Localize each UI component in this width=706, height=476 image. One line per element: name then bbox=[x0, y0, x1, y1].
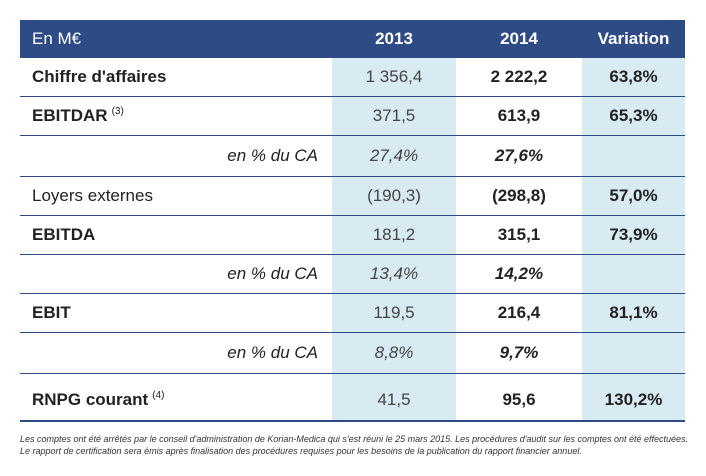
row-divider bbox=[20, 176, 685, 177]
row-divider bbox=[20, 254, 685, 255]
value-2014: 315,1 bbox=[497, 225, 541, 244]
value-2013: 119,5 bbox=[332, 294, 456, 332]
header-unit-label: En M€ bbox=[32, 29, 82, 48]
row-label: EBIT bbox=[32, 303, 71, 322]
row-label: EBITDA bbox=[32, 225, 96, 244]
row-divider bbox=[20, 96, 685, 97]
row-label: en % du CA bbox=[227, 146, 318, 165]
value-2014: 613,9 bbox=[497, 106, 541, 125]
row-label-text: EBITDAR bbox=[32, 106, 108, 125]
value-2013: 371,5 bbox=[332, 97, 456, 135]
value-2014: 2 222,2 bbox=[490, 67, 548, 86]
value-variation bbox=[582, 255, 685, 293]
table-row: EBITDAR (3) 371,5 613,9 65,3% bbox=[20, 97, 685, 135]
row-label: RNPG courant (4) bbox=[20, 380, 332, 420]
value-2013: 1 356,4 bbox=[332, 58, 456, 96]
value-2013: 27,4% bbox=[332, 136, 456, 176]
table-row: en % du CA 27,4% 27,6% bbox=[20, 136, 685, 176]
value-2013: 13,4% bbox=[332, 255, 456, 293]
row-label: Chiffre d'affaires bbox=[32, 67, 167, 86]
value-2014: 27,6% bbox=[494, 146, 544, 165]
footnote-ref: (4) bbox=[152, 389, 165, 401]
header-variation: Variation bbox=[597, 29, 670, 48]
spacer-row bbox=[20, 374, 685, 380]
financial-table: En M€ 2013 2014 Variation Chiffre d'affa… bbox=[20, 20, 685, 422]
value-2014: (298,8) bbox=[492, 186, 546, 205]
value-variation bbox=[582, 333, 685, 373]
value-variation: 65,3% bbox=[582, 97, 685, 135]
row-label: Loyers externes bbox=[32, 186, 153, 205]
table-bottom-rule bbox=[20, 420, 685, 422]
value-2013: (190,3) bbox=[332, 177, 456, 215]
header-2014: 2014 bbox=[500, 29, 538, 48]
row-label: EBITDAR (3) bbox=[20, 97, 332, 135]
value-2014: 95,6 bbox=[502, 390, 536, 409]
spacer-shade bbox=[332, 374, 456, 380]
row-divider bbox=[20, 215, 685, 216]
value-2013: 181,2 bbox=[332, 216, 456, 254]
footnote-text: Les comptes ont été arrêtés par le conse… bbox=[20, 434, 689, 456]
value-2014: 216,4 bbox=[497, 303, 541, 322]
row-divider bbox=[20, 293, 685, 294]
row-divider bbox=[20, 373, 685, 374]
header-2013: 2013 bbox=[375, 29, 413, 48]
value-variation: 57,0% bbox=[582, 177, 685, 215]
row-label: en % du CA bbox=[227, 343, 318, 362]
table-row: en % du CA 13,4% 14,2% bbox=[20, 255, 685, 293]
value-variation: 73,9% bbox=[582, 216, 685, 254]
value-variation: 130,2% bbox=[582, 380, 685, 420]
footnote-ref: (3) bbox=[111, 105, 124, 117]
table-row: Chiffre d'affaires 1 356,4 2 222,2 63,8% bbox=[20, 58, 685, 96]
value-2014: 14,2% bbox=[494, 264, 544, 283]
table-row: en % du CA 8,8% 9,7% bbox=[20, 333, 685, 373]
row-divider bbox=[20, 332, 685, 333]
table-row: EBITDA 181,2 315,1 73,9% bbox=[20, 216, 685, 254]
table-row: RNPG courant (4) 41,5 95,6 130,2% bbox=[20, 380, 685, 420]
value-variation: 63,8% bbox=[582, 58, 685, 96]
value-2014: 9,7% bbox=[499, 343, 539, 362]
spacer-shade bbox=[582, 374, 685, 380]
value-2013: 41,5 bbox=[332, 380, 456, 420]
row-divider bbox=[20, 135, 685, 136]
row-label: en % du CA bbox=[227, 264, 318, 283]
value-variation bbox=[582, 136, 685, 176]
table-header: En M€ 2013 2014 Variation bbox=[20, 20, 685, 58]
table-row: EBIT 119,5 216,4 81,1% bbox=[20, 294, 685, 332]
table-row: Loyers externes (190,3) (298,8) 57,0% bbox=[20, 177, 685, 215]
value-variation: 81,1% bbox=[582, 294, 685, 332]
value-2013: 8,8% bbox=[332, 333, 456, 373]
row-label-text: RNPG courant bbox=[32, 390, 149, 409]
